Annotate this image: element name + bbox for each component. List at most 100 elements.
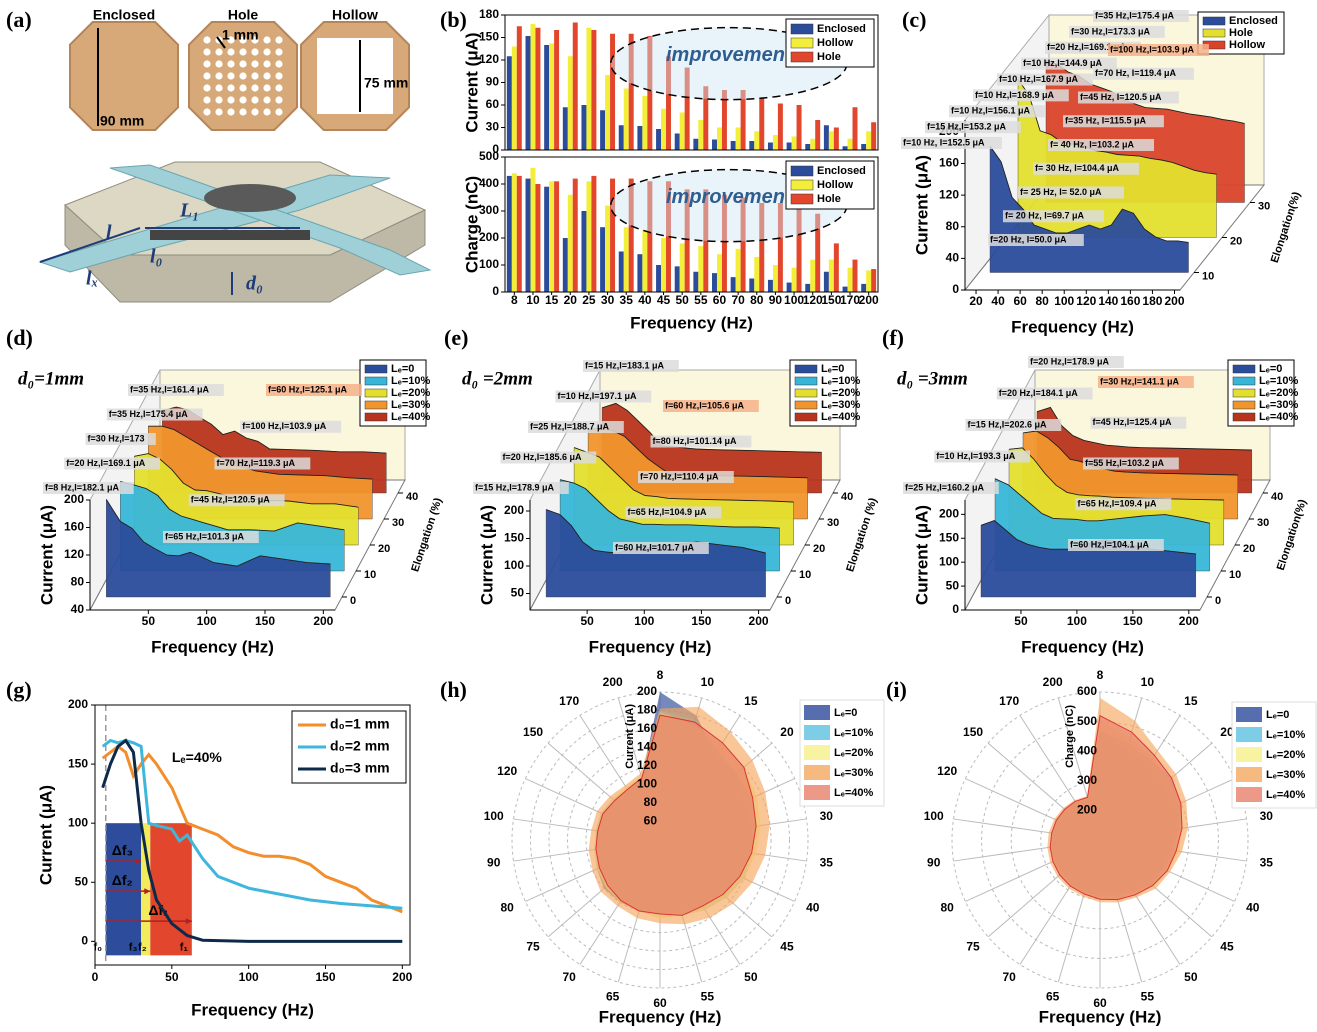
legend-label: Lₑ=10%	[1266, 729, 1306, 741]
tick-label: 200	[749, 614, 769, 628]
bar	[544, 187, 549, 292]
annotation: f=100 Hz,I=103.9 μA	[1110, 44, 1195, 54]
annotation: f=8 Hz,I=182.1 μA	[45, 482, 120, 492]
bar	[563, 107, 568, 150]
legend-label: Lₑ=30%	[834, 767, 874, 779]
tick-label: 60	[1013, 294, 1027, 308]
bar	[866, 270, 871, 292]
bar	[563, 238, 568, 292]
hole	[239, 108, 246, 115]
figure: (a) Enclosed Hole Hollow 1 mm90 mm75 mmL…	[0, 0, 1317, 1032]
legend-swatch	[791, 180, 813, 190]
hole	[275, 48, 282, 55]
legend-swatch	[795, 389, 817, 397]
hole	[251, 108, 258, 115]
bar	[675, 266, 680, 292]
category-label: 30	[820, 809, 834, 823]
hole	[263, 96, 270, 103]
legend-swatch	[1203, 29, 1225, 37]
category-label: 65	[606, 990, 620, 1004]
tick-label: Current (μA)	[624, 704, 636, 769]
tick-label: 180	[637, 703, 657, 717]
bar	[624, 227, 629, 292]
hole	[215, 84, 222, 91]
bar	[507, 176, 512, 292]
tick-label: 20	[969, 294, 983, 308]
annotation: f=25 Hz,I=188.7 μA	[530, 421, 610, 431]
bar	[853, 260, 858, 292]
bar	[530, 168, 535, 292]
legend-label: Lₑ=0	[391, 363, 414, 375]
bar	[586, 181, 591, 292]
bar	[787, 143, 792, 151]
band-label: Δf₃	[112, 842, 133, 858]
tick-label: 20	[378, 543, 390, 555]
tick-label: 0	[92, 970, 99, 984]
annotation: f=15 Hz,I=153.2 μA	[927, 122, 1007, 132]
bar	[680, 243, 685, 292]
subtitle: d₀=1mm	[18, 368, 84, 389]
category-label: 50	[1184, 970, 1198, 984]
tick-label: 200	[859, 293, 879, 307]
bar	[773, 135, 778, 150]
legend-swatch	[1236, 767, 1262, 782]
annotation: f=70 Hz,I=110.4 μA	[640, 471, 719, 481]
legend-swatch	[804, 745, 830, 760]
bar	[512, 173, 517, 292]
bar	[637, 126, 642, 150]
tick-label: 20	[564, 293, 578, 307]
annotation: f=70 Hz,I=119.3 μA	[217, 458, 296, 468]
hole	[263, 72, 270, 79]
hole	[215, 60, 222, 67]
hole	[215, 108, 222, 115]
legend-swatch	[1233, 377, 1255, 385]
category-label: 8	[657, 668, 664, 682]
bar	[517, 26, 522, 150]
tick-label: 160	[64, 520, 84, 534]
tick-label: 100	[939, 554, 959, 568]
bar	[656, 129, 661, 150]
category-label: 45	[1220, 940, 1234, 954]
bar	[829, 260, 834, 292]
tick-label: 50	[580, 614, 594, 628]
axis-label: Frequency (Hz)	[1039, 1007, 1162, 1026]
hole	[227, 108, 234, 115]
bar	[848, 139, 853, 150]
axis-label: Current (μA)	[912, 505, 931, 605]
tick-label: 150	[821, 293, 841, 307]
bar	[693, 272, 698, 292]
tick-label: 0	[952, 602, 959, 616]
bar	[736, 249, 741, 292]
annotation: f=35 Hz,I=175.4 μA	[1095, 10, 1175, 20]
axis-label: Frequency (Hz)	[1011, 317, 1134, 336]
annotation: f=65 Hz,I=104.9 μA	[628, 507, 708, 517]
hole	[203, 72, 210, 79]
tick-label: 600	[1077, 684, 1097, 698]
dimension-label: 90 mm	[100, 113, 144, 129]
tick-label: 10	[364, 569, 376, 581]
legend-swatch	[804, 785, 830, 800]
tick-label: 120	[64, 547, 84, 561]
bar	[610, 34, 615, 150]
tick-label: 60	[486, 97, 500, 111]
bar	[717, 128, 722, 151]
category-label: 15	[744, 694, 758, 708]
legend-swatch	[791, 166, 813, 176]
hole	[227, 84, 234, 91]
bar	[600, 110, 605, 150]
bar	[759, 98, 764, 151]
annotation: f=10 Hz,I=156.1 μA	[951, 106, 1031, 116]
bar	[544, 45, 549, 150]
annotation: f=25 Hz,I=160.2 μA	[905, 482, 985, 492]
tick-label: 45	[657, 293, 671, 307]
category-label: 10	[701, 675, 715, 689]
legend-label: Enclosed	[817, 165, 866, 177]
bar	[792, 268, 797, 292]
bar	[605, 75, 610, 150]
category-label: 10	[1141, 675, 1155, 689]
hole	[239, 96, 246, 103]
bar	[731, 277, 736, 292]
hole	[203, 48, 210, 55]
category-label: 80	[501, 900, 515, 914]
tick-label: 150	[68, 756, 88, 770]
